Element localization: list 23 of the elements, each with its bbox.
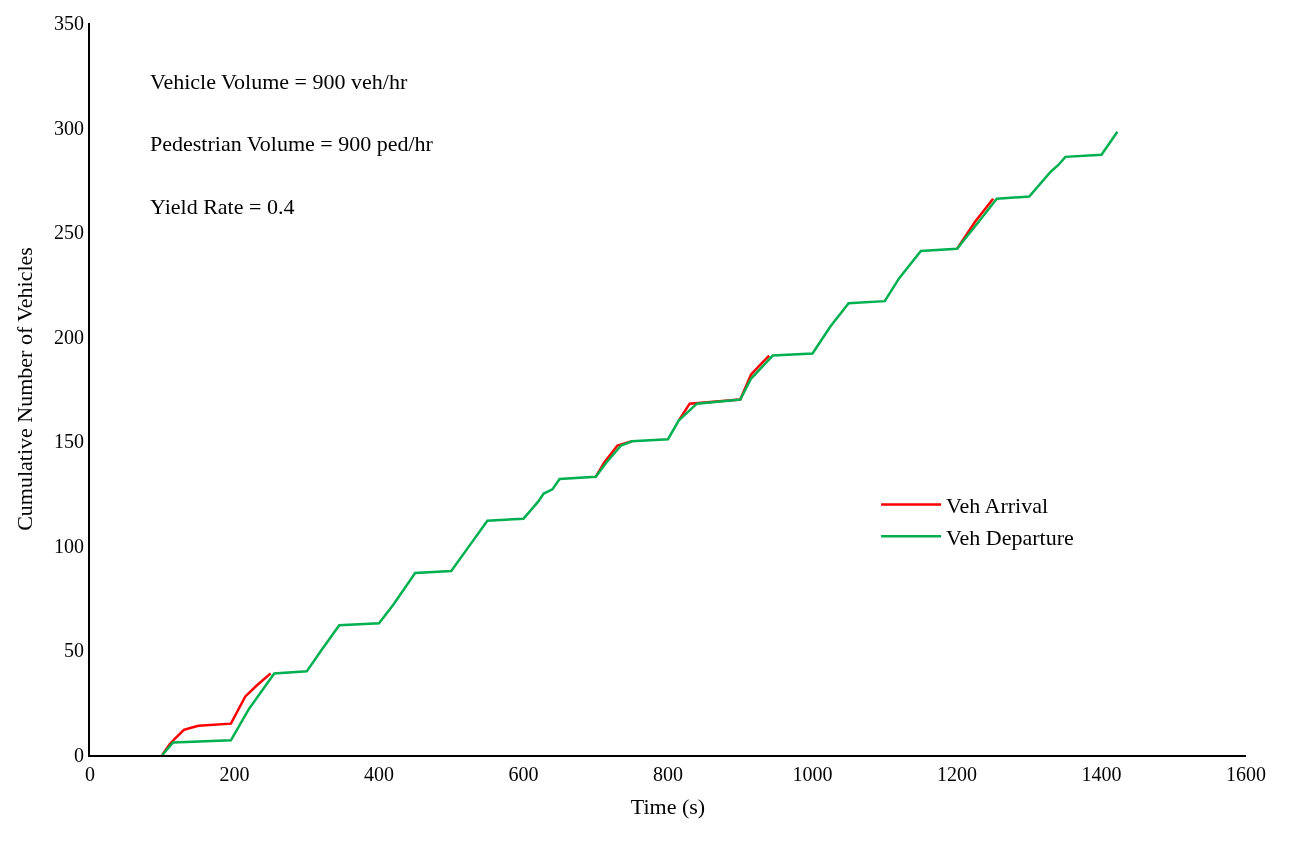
y-tick-label: 0 (74, 744, 84, 766)
x-tick-label: 200 (219, 763, 250, 785)
x-tick-label: 1400 (1081, 763, 1122, 785)
x-tick-label: 1200 (937, 763, 977, 785)
x-tick-label: 400 (364, 763, 394, 785)
y-tick-label: 200 (54, 325, 84, 348)
y-tick-label: 250 (54, 221, 84, 244)
y-tick-label: 300 (54, 116, 84, 139)
annotation: Yield Rate = 0.4 (150, 194, 295, 219)
y-tick-label: 150 (54, 430, 84, 453)
annotation: Vehicle Volume = 900 veh/hr (150, 69, 408, 94)
x-tick-label: 1000 (792, 763, 833, 785)
y-tick-label: 100 (54, 534, 84, 557)
x-tick-label: 600 (508, 763, 539, 785)
y-tick-label: 350 (54, 12, 84, 34)
x-tick-label: 1600 (1226, 763, 1266, 785)
x-axis-title: Time (s) (630, 794, 706, 820)
y-axis-title: Cumulative Number of Vehicles (12, 247, 38, 531)
annotation: Pedestrian Volume = 900 ped/hr (150, 131, 434, 156)
y-tick-label: 50 (64, 639, 84, 662)
legend-label: Veh Arrival (946, 493, 1049, 519)
legend-label: Veh Departure (946, 524, 1074, 550)
x-tick-label: 800 (653, 763, 683, 785)
